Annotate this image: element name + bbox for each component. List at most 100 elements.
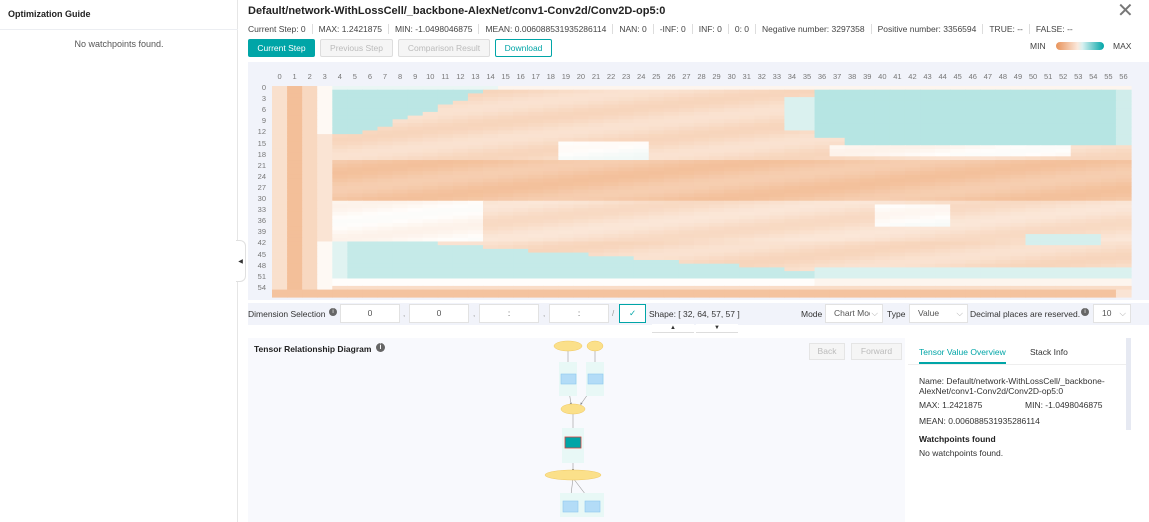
heatmap-cell <box>392 274 409 280</box>
tab-tensor-value-overview[interactable]: Tensor Value Overview <box>919 347 1006 357</box>
heatmap-cell <box>889 130 906 135</box>
heatmap-cell <box>633 167 650 172</box>
mode-select[interactable]: Chart Mode⌵ <box>825 304 883 323</box>
heatmap-cell <box>407 208 424 213</box>
current-step-button[interactable]: Current Step <box>248 39 315 57</box>
dim-input-2[interactable]: : <box>479 304 539 323</box>
heatmap-cell <box>1100 274 1117 280</box>
graph-node[interactable] <box>584 500 601 513</box>
heatmap-cell <box>874 256 891 261</box>
heatmap-cell <box>844 222 861 228</box>
graph-canvas[interactable] <box>543 338 623 522</box>
heatmap-cell <box>724 86 740 91</box>
comparison-result-button[interactable]: Comparison Result <box>398 39 490 57</box>
type-select[interactable]: Value ⌵ <box>909 304 968 323</box>
heatmap-cell <box>332 248 348 254</box>
graph-node[interactable] <box>560 403 586 415</box>
heatmap-cell <box>603 126 620 132</box>
graph-node[interactable] <box>560 373 577 385</box>
heatmap-cell <box>995 197 1012 202</box>
graph-node[interactable] <box>562 500 579 513</box>
chevron-down-icon: ⌵ <box>956 308 963 318</box>
heatmap-cell <box>1055 252 1072 257</box>
heatmap-cell <box>618 211 635 217</box>
heatmap-cell <box>377 148 394 154</box>
heatmap-cell <box>302 104 318 109</box>
heatmap-cell <box>362 167 379 172</box>
previous-step-button[interactable]: Previous Step <box>320 39 393 57</box>
heatmap-cell <box>829 137 846 143</box>
scrollbar[interactable] <box>1126 338 1131 430</box>
heatmap-cell <box>573 86 590 91</box>
heatmap-cell <box>829 197 846 202</box>
heatmap-cell <box>859 226 876 231</box>
collapse-sidebar-button[interactable]: ◀ <box>236 240 246 282</box>
heatmap-cell <box>995 115 1012 120</box>
info-icon[interactable]: i <box>376 343 385 352</box>
heatmap-cell <box>603 141 620 146</box>
heatmap-cell <box>452 145 469 150</box>
heatmap-cell <box>603 93 620 98</box>
heatmap-cell <box>452 119 469 124</box>
heatmap-cell <box>709 185 725 191</box>
graph-node[interactable] <box>553 340 583 352</box>
heatmap-cell <box>573 130 590 135</box>
dim-input-0[interactable]: 0 <box>340 304 400 323</box>
tab-stack-info[interactable]: Stack Info <box>1030 347 1068 357</box>
heatmap-cell <box>965 289 981 294</box>
heatmap-cell <box>362 145 379 150</box>
heatmap-cell <box>995 148 1012 154</box>
x-tick-label: 35 <box>802 72 812 81</box>
heatmap-cell <box>332 97 348 102</box>
heatmap-cell <box>1055 93 1072 98</box>
heatmap-cell <box>739 271 755 276</box>
heatmap-cell <box>859 152 876 157</box>
dim-input-3[interactable]: : <box>549 304 609 323</box>
heatmap-cell <box>1055 215 1072 220</box>
heatmap-cell <box>1085 163 1102 169</box>
back-button[interactable]: Back <box>809 343 845 360</box>
heatmap-cell <box>904 271 921 276</box>
heatmap-cell <box>889 222 906 228</box>
decimal-select[interactable]: 10 ⌵ <box>1093 304 1131 323</box>
heatmap-cell <box>754 200 770 206</box>
selected-graph-node[interactable] <box>564 436 582 449</box>
heatmap-cell <box>995 278 1012 283</box>
expand-up-button[interactable]: ▲ <box>652 324 694 333</box>
heatmap-cell <box>889 89 906 94</box>
heatmap-cell <box>558 193 574 198</box>
graph-node[interactable] <box>544 469 602 481</box>
heatmap-cell <box>558 134 574 139</box>
heatmap-cell <box>317 274 333 280</box>
forward-button[interactable]: Forward <box>851 343 902 360</box>
graph-node[interactable] <box>586 340 604 352</box>
heatmap-cell <box>407 156 424 161</box>
heatmap-cell <box>739 293 755 298</box>
heatmap-cell <box>874 141 891 146</box>
heatmap-cell <box>904 245 921 250</box>
heatmap-cell <box>904 167 921 172</box>
dim-input-1[interactable]: 0 <box>409 304 469 323</box>
heatmap-cell <box>422 137 439 143</box>
heatmap-cell <box>467 285 484 291</box>
graph-node[interactable] <box>587 373 604 385</box>
heatmap-cell <box>739 267 755 272</box>
collapse-down-button[interactable]: ▼ <box>696 324 738 333</box>
diagram-title: Tensor Relationship Diagram <box>254 344 372 354</box>
heatmap-cell <box>528 178 544 183</box>
heatmap-cell <box>1100 156 1117 161</box>
heatmap-cell <box>1010 200 1027 206</box>
heatmap-cell <box>889 137 906 143</box>
heatmap-cell <box>588 219 605 224</box>
heatmap-cell <box>920 174 936 180</box>
heatmap-cell <box>663 248 680 254</box>
heatmap-cell <box>467 152 484 157</box>
heatmap-cell <box>950 174 966 180</box>
heatmap-cell <box>302 293 318 298</box>
confirm-dimension-button[interactable]: ✓ <box>619 304 646 323</box>
heatmap-cell <box>904 285 921 291</box>
heatmap-cell <box>754 189 770 194</box>
close-icon[interactable]: ✕ <box>1117 0 1134 22</box>
heatmap-cell <box>482 123 499 128</box>
download-button[interactable]: Download <box>495 39 552 57</box>
